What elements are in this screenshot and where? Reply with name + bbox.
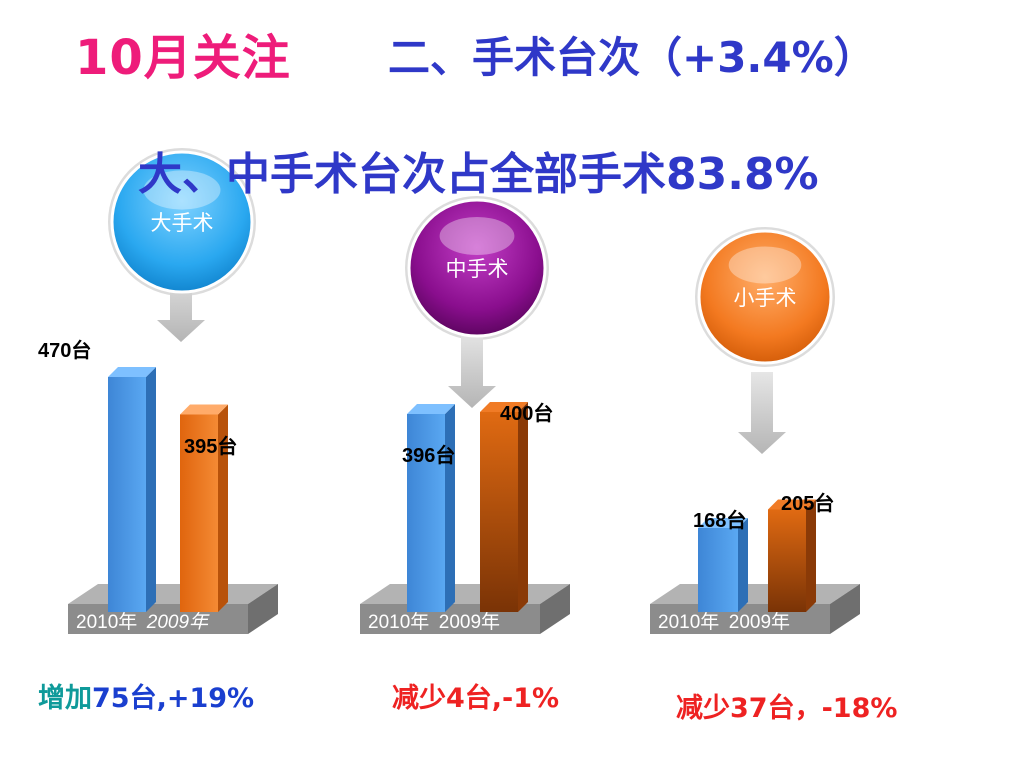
bar-top <box>480 402 528 412</box>
bar-2010 <box>108 377 146 612</box>
bar-value-label: 400台 <box>500 401 553 425</box>
category-circle <box>407 198 547 338</box>
chart-base-side <box>248 584 278 634</box>
bar-2009 <box>180 414 218 612</box>
chart-base-side <box>830 584 860 634</box>
summary-mid: 减少4台,-1% <box>392 683 560 714</box>
category-circle <box>110 150 254 294</box>
bar-value-label: 168台 <box>693 508 746 532</box>
chart-base-top <box>650 584 860 604</box>
year-label-2010: 2010年 <box>76 611 137 633</box>
summary-big-rest: 75台,+19% <box>92 683 255 714</box>
down-arrow-icon <box>157 262 205 342</box>
year-labels: 2010年 2009年 <box>76 611 210 633</box>
circle-highlight <box>439 216 515 256</box>
chart-base-top <box>68 584 278 604</box>
bar-top <box>108 367 156 377</box>
circle-highlight <box>143 170 221 210</box>
chart-group-small: 小手术 168台 205台 2010年 2009年 <box>650 227 860 634</box>
category-label: 大手术 <box>151 211 214 235</box>
bar-value-label: 470台 <box>38 338 91 362</box>
bar-2010 <box>407 414 445 612</box>
chart-group-big: 大手术 470台 395台 2010年 2009年 <box>38 148 278 634</box>
down-arrow-icon <box>448 330 496 408</box>
section-prefix: 二、手术台次（ <box>388 33 683 82</box>
chart-base-top <box>360 584 570 604</box>
year-labels: 2010年 2009年 <box>658 611 790 633</box>
summary-big-prefix: 增加 <box>38 683 92 714</box>
bar-value-label: 205台 <box>781 491 834 515</box>
chart-base-side <box>540 584 570 634</box>
page-title: 10月关注 <box>75 30 291 86</box>
section-percent: +3.4% <box>682 33 834 82</box>
bar-side <box>146 367 156 612</box>
year-label-2009: 2009年 <box>429 611 500 633</box>
bar-side <box>518 402 528 612</box>
section-title: 二、手术台次（+3.4%） <box>388 24 876 85</box>
bar-side <box>445 404 455 612</box>
down-arrow-icon <box>738 372 786 454</box>
bar-top <box>407 404 455 414</box>
summary-big: 增加75台,+19% <box>38 676 254 715</box>
bar-2010 <box>698 528 738 612</box>
bar-top <box>698 518 748 528</box>
bar-value-label: 396台 <box>402 443 455 467</box>
year-label-2010: 2010年 <box>658 611 719 633</box>
category-label: 小手术 <box>734 286 797 310</box>
year-labels: 2010年 2009年 <box>368 611 500 633</box>
chart-group-mid: 中手术 396台 400台 2010年 2009年 <box>360 196 570 634</box>
bar-side <box>218 404 228 612</box>
section-suffix: ） <box>833 33 876 82</box>
bar-top <box>180 404 228 415</box>
category-label: 中手术 <box>446 257 509 281</box>
bar-value-label: 395台 <box>184 434 237 458</box>
bar-side <box>806 499 816 612</box>
bar-side <box>738 518 748 612</box>
circle-highlight <box>728 246 802 284</box>
page-subtitle: 大、中手术台次占全部手术83.8% <box>138 149 819 200</box>
bar-top <box>768 499 816 510</box>
year-label-2010: 2010年 <box>368 611 429 633</box>
bar-2009 <box>480 412 518 612</box>
year-label-2009: 2009年 <box>719 611 790 633</box>
category-circle <box>697 229 833 365</box>
bar-2009 <box>768 509 806 612</box>
summary-small: 减少37台，-18% <box>676 693 898 724</box>
year-label-2009: 2009年 <box>137 611 210 633</box>
